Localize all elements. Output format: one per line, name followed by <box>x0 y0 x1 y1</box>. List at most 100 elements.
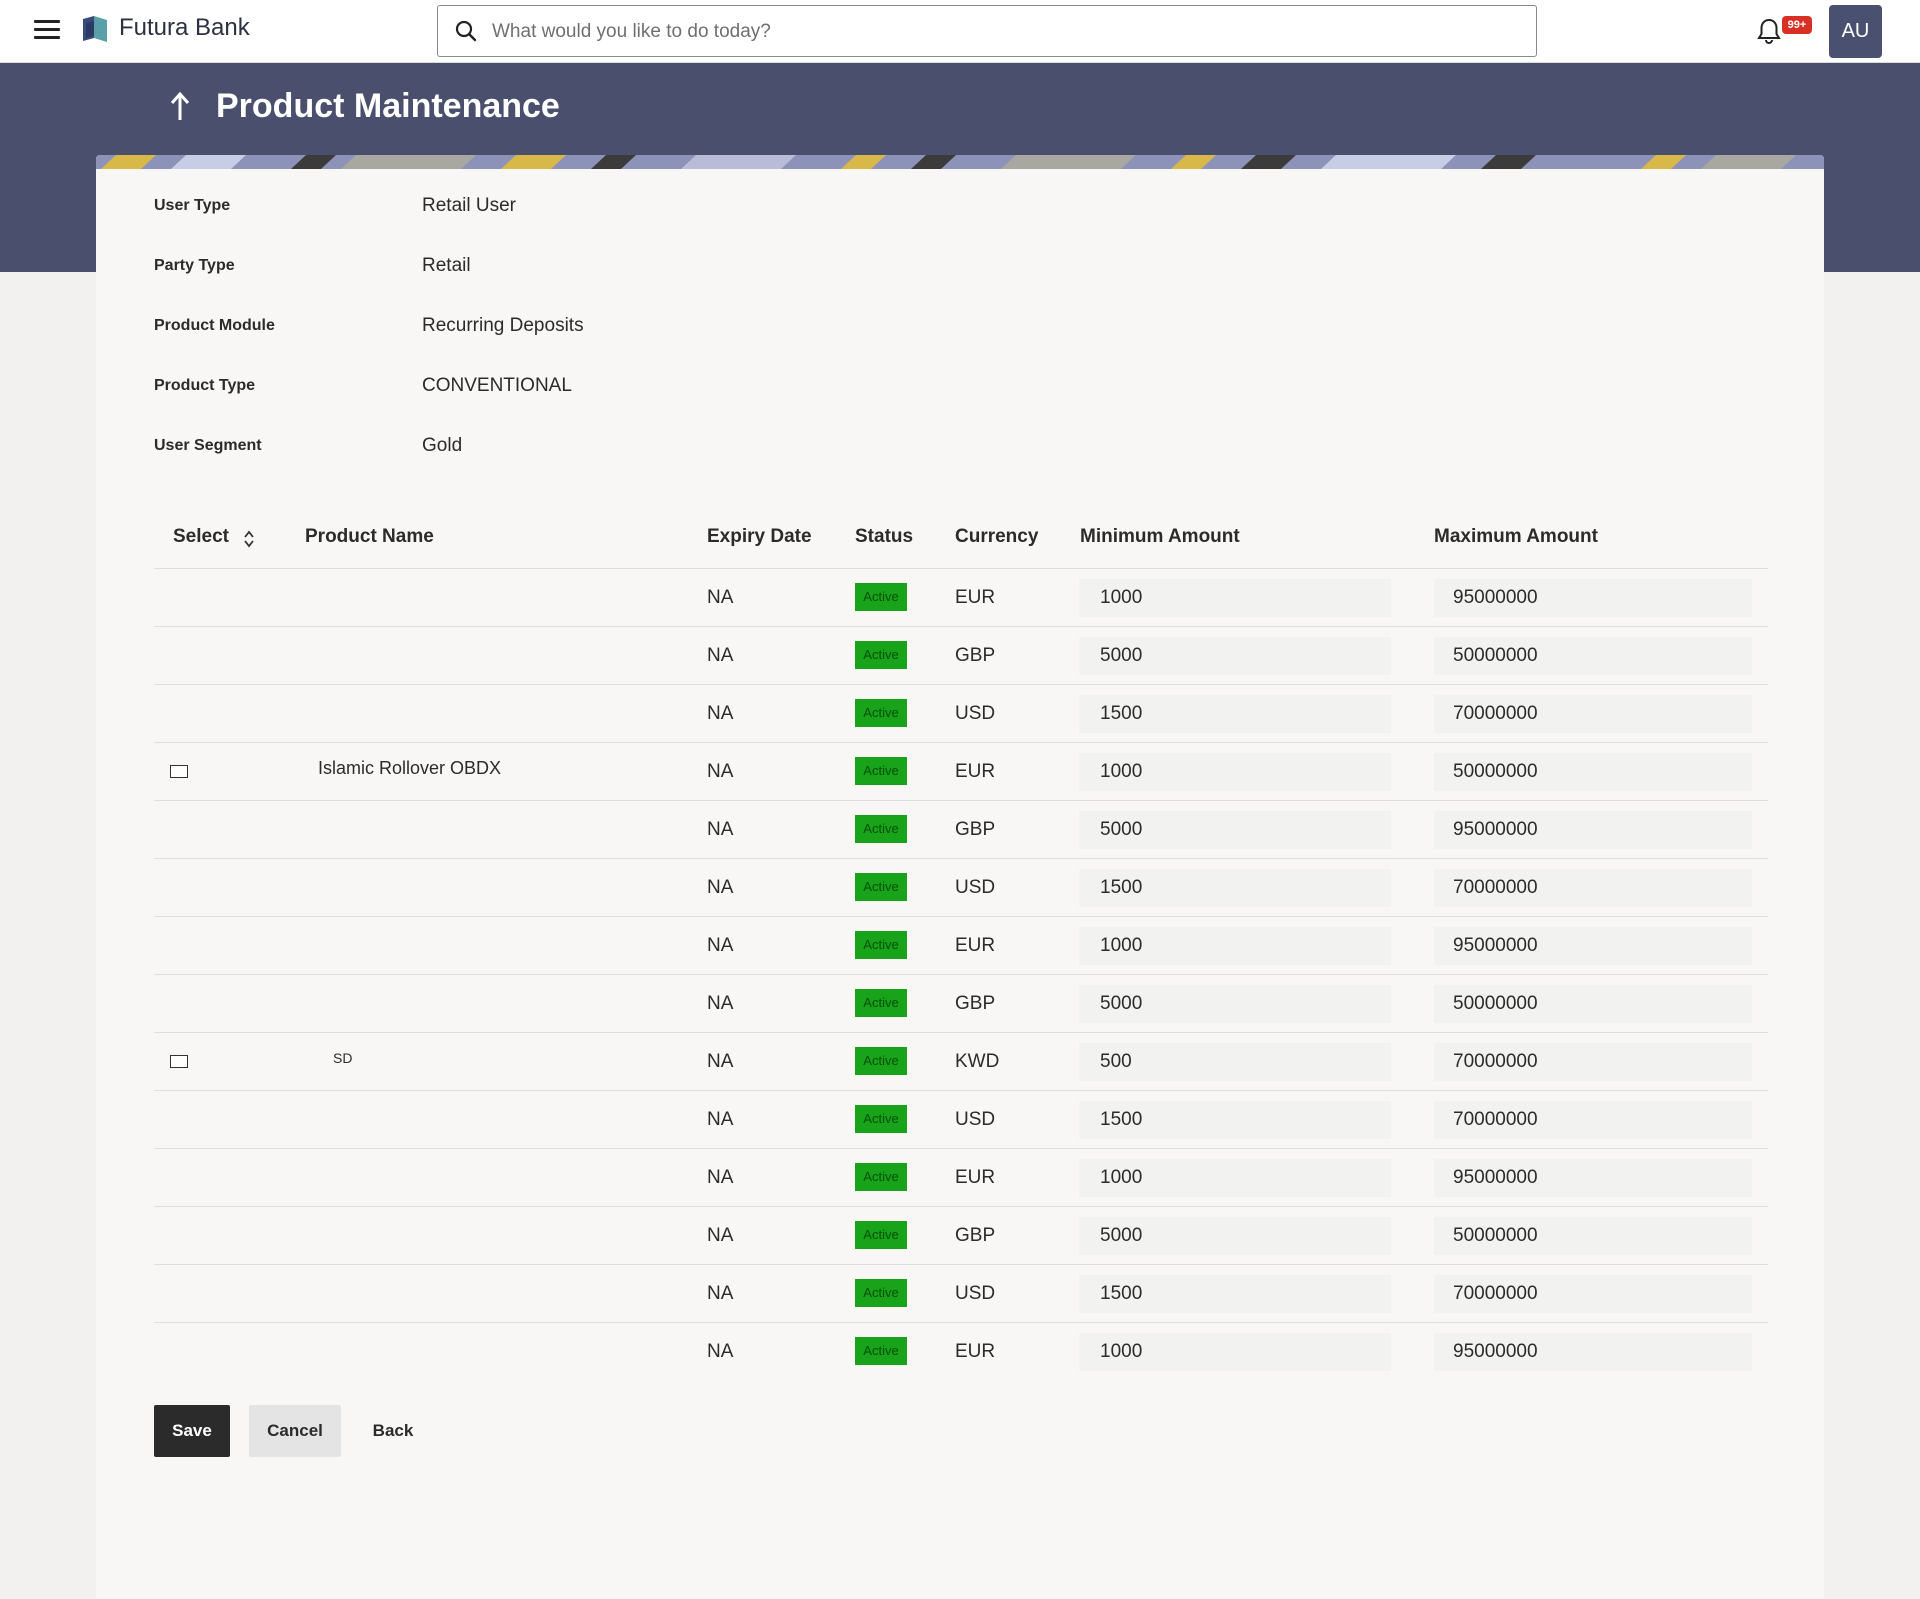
table-row: NA Active EUR 1000 95000000 <box>154 916 1768 974</box>
product-name: SD <box>333 1050 353 1066</box>
maximum-amount-cell <box>1434 1101 1752 1139</box>
table-row: NA Active GBP 5000 50000000 <box>154 1206 1768 1264</box>
minimum-amount: 1000 <box>1100 761 1143 782</box>
sort-icon[interactable] <box>242 529 256 549</box>
table-row: Islamic Rollover OBDX NA Active EUR 1000 5000… <box>154 742 1768 800</box>
bank-logo-icon[interactable] <box>80 14 110 44</box>
maximum-amount-cell <box>1434 1333 1752 1371</box>
product-module-value: Recurring Deposits <box>422 315 584 336</box>
currency: USD <box>955 1283 996 1304</box>
decorative-banner <box>96 155 1824 169</box>
minimum-amount-cell <box>1079 753 1391 791</box>
column-header-expiry-date: Expiry Date <box>707 526 812 547</box>
status-badge: Active <box>855 1047 907 1075</box>
maximum-amount: 50000000 <box>1453 1225 1538 1246</box>
table-row: NA Active USD 1500 70000000 <box>154 1090 1768 1148</box>
maximum-amount-cell <box>1434 753 1752 791</box>
page-title: Product Maintenance <box>216 87 560 125</box>
notification-badge: 99+ <box>1782 16 1812 34</box>
currency: USD <box>955 703 996 724</box>
party-type-value: Retail <box>422 255 471 276</box>
expiry-date: NA <box>707 993 734 1014</box>
maximum-amount: 70000000 <box>1453 1051 1538 1072</box>
expiry-date: NA <box>707 935 734 956</box>
maximum-amount: 95000000 <box>1453 1167 1538 1188</box>
minimum-amount-cell <box>1079 1333 1391 1371</box>
user-type-value: Retail User <box>422 195 516 216</box>
maximum-amount: 95000000 <box>1453 819 1538 840</box>
currency: KWD <box>955 1051 1000 1072</box>
save-button[interactable]: Save <box>154 1405 230 1457</box>
search-bar[interactable] <box>437 5 1537 57</box>
expiry-date: NA <box>707 1167 734 1188</box>
expiry-date: NA <box>707 703 734 724</box>
table-row: SD NA Active KWD 500 70000000 <box>154 1032 1768 1090</box>
maximum-amount: 95000000 <box>1453 935 1538 956</box>
table-row: NA Active EUR 1000 95000000 <box>154 1148 1768 1206</box>
search-input[interactable] <box>490 14 1514 50</box>
minimum-amount-cell <box>1079 695 1391 733</box>
party-type-label: Party Type <box>154 257 235 274</box>
product-module-label: Product Module <box>154 317 275 334</box>
currency: EUR <box>955 935 996 956</box>
product-type-value: CONVENTIONAL <box>422 375 572 396</box>
expiry-date: NA <box>707 1051 734 1072</box>
status-badge: Active <box>855 1279 907 1307</box>
table-row: NA Active GBP 5000 95000000 <box>154 800 1768 858</box>
minimum-amount-cell <box>1079 869 1391 907</box>
maximum-amount-cell <box>1434 1275 1752 1313</box>
status-badge: Active <box>855 931 907 959</box>
minimum-amount-cell <box>1079 927 1391 965</box>
status-badge: Active <box>855 583 907 611</box>
status-badge: Active <box>855 1163 907 1191</box>
top-navigation-bar: Futura Bank 99+ AU <box>0 0 1920 63</box>
table-row: NA Active EUR 1000 95000000 <box>154 1322 1768 1380</box>
minimum-amount: 1500 <box>1100 1283 1143 1304</box>
status-badge: Active <box>855 815 907 843</box>
maximum-amount: 50000000 <box>1453 993 1538 1014</box>
maximum-amount: 95000000 <box>1453 1341 1538 1362</box>
user-avatar[interactable]: AU <box>1829 5 1882 58</box>
minimum-amount: 5000 <box>1100 819 1143 840</box>
row-select-checkbox[interactable] <box>170 1055 188 1068</box>
minimum-amount-cell <box>1079 985 1391 1023</box>
status-badge: Active <box>855 1221 907 1249</box>
maximum-amount-cell <box>1434 579 1752 617</box>
maximum-amount: 70000000 <box>1453 1109 1538 1130</box>
currency: USD <box>955 1109 996 1130</box>
search-icon <box>455 20 477 42</box>
product-table-body: NA Active EUR 1000 95000000 NA Active GBP 5000 50… <box>154 568 1768 1380</box>
column-header-select[interactable]: Select <box>173 526 229 547</box>
minimum-amount-cell <box>1079 1275 1391 1313</box>
brand-name[interactable]: Futura Bank <box>119 14 250 41</box>
product-name: Islamic Rollover OBDX <box>318 758 502 778</box>
table-row: NA Active USD 1500 70000000 <box>154 858 1768 916</box>
table-row: NA Active USD 1500 70000000 <box>154 684 1768 742</box>
table-row: NA Active GBP 5000 50000000 <box>154 626 1768 684</box>
status-badge: Active <box>855 1105 907 1133</box>
expiry-date: NA <box>707 587 734 608</box>
status-badge: Active <box>855 873 907 901</box>
hamburger-menu-icon[interactable] <box>34 20 60 40</box>
minimum-amount: 5000 <box>1100 645 1143 666</box>
status-badge: Active <box>855 757 907 785</box>
bell-icon[interactable] <box>1754 16 1784 46</box>
minimum-amount-cell <box>1079 811 1391 849</box>
maximum-amount-cell <box>1434 869 1752 907</box>
maximum-amount-cell <box>1434 1217 1752 1255</box>
maximum-amount: 50000000 <box>1453 761 1538 782</box>
row-select-checkbox[interactable] <box>170 765 188 778</box>
minimum-amount: 1500 <box>1100 703 1143 724</box>
arrow-up-icon[interactable] <box>166 90 194 124</box>
maximum-amount-cell <box>1434 1159 1752 1197</box>
expiry-date: NA <box>707 877 734 898</box>
status-badge: Active <box>855 1337 907 1365</box>
maximum-amount-cell <box>1434 985 1752 1023</box>
currency: USD <box>955 877 996 898</box>
expiry-date: NA <box>707 761 734 782</box>
maximum-amount: 95000000 <box>1453 587 1538 608</box>
expiry-date: NA <box>707 819 734 840</box>
back-button[interactable]: Back <box>372 1421 414 1440</box>
cancel-button[interactable]: Cancel <box>249 1405 341 1457</box>
column-header-status: Status <box>855 526 914 547</box>
